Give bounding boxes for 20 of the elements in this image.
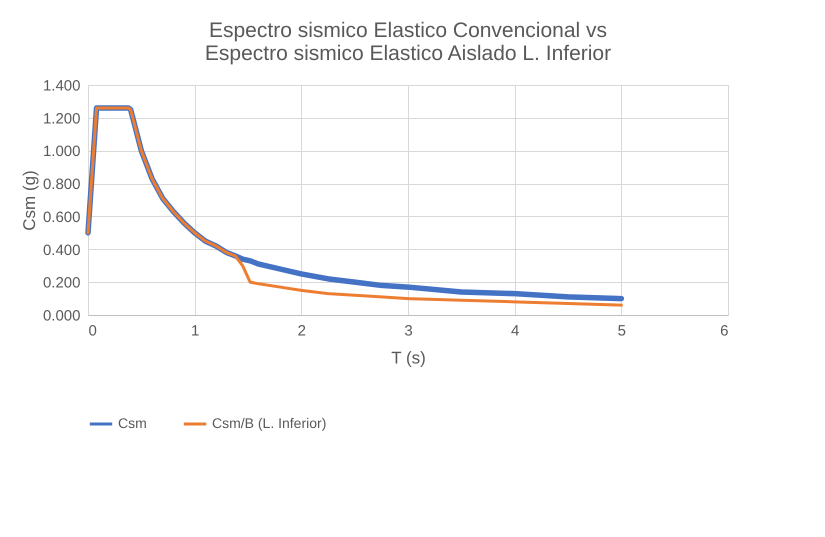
- y-tick-label: 1.200: [42, 110, 80, 128]
- y-tick-label: 1.400: [42, 78, 80, 94]
- y-tick-label: 0.800: [42, 176, 80, 194]
- x-tick-label: 4: [510, 322, 520, 340]
- x-tick-label: 3: [404, 322, 413, 340]
- chart-title: Espectro sismico Elastico Convencional vs Espectro sismico Elastico Aislado L. Inferior: [204, 19, 612, 65]
- y-tick-label: 1.000: [42, 143, 80, 160]
- y-tick-label: 0.600: [42, 208, 80, 226]
- y-tick-label: 0.400: [42, 242, 80, 259]
- x-tick-label: 1: [190, 322, 200, 340]
- x-axis-title: T (s): [391, 348, 426, 368]
- x-tick-label: 2: [298, 322, 306, 340]
- y-axis-title: Csm (g): [20, 170, 39, 231]
- x-tick-label: 5: [618, 322, 626, 340]
- x-tick-label: 6: [720, 322, 728, 340]
- x-tick-label: 0: [88, 322, 97, 340]
- y-tick-label: 0.200: [42, 274, 80, 292]
- legend-label: Csm: [118, 415, 147, 431]
- legend-label: Csm/B (L. Inferior): [212, 415, 326, 431]
- y-tick-label: 0.000: [42, 308, 80, 324]
